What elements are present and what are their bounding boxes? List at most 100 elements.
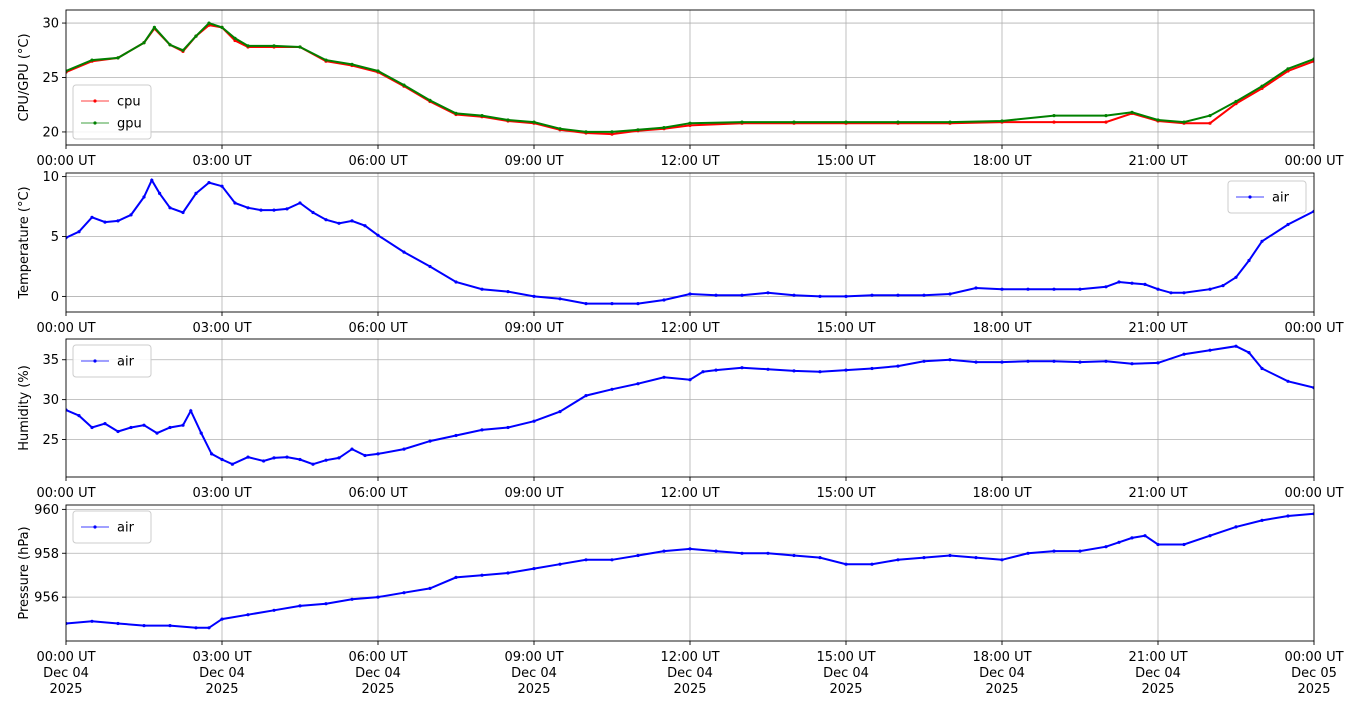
x-tick-label-line: 18:00 UT	[972, 154, 1031, 169]
data-point	[350, 447, 354, 451]
data-point	[766, 367, 770, 371]
x-tick-label: 18:00 UT	[972, 154, 1031, 169]
data-point	[818, 556, 822, 560]
x-tick-label-line: 06:00 UT	[348, 321, 407, 336]
data-point	[428, 98, 432, 102]
data-point	[1260, 239, 1264, 243]
data-point	[948, 292, 952, 296]
data-point	[220, 25, 224, 29]
legend-marker-air	[93, 525, 97, 529]
x-tick-label: 00:00 UT	[1284, 486, 1343, 501]
x-tick-label: 06:00 UT	[348, 321, 407, 336]
y-tick-label: 0	[51, 290, 59, 305]
data-point	[584, 130, 588, 134]
x-tick-label: 09:00 UT Dec 04 2025	[504, 650, 563, 697]
data-point	[480, 114, 484, 118]
x-tick-label: 21:00 UT Dec 04 2025	[1128, 650, 1187, 697]
data-point	[90, 215, 94, 219]
data-point	[844, 562, 848, 566]
data-point	[168, 206, 172, 210]
data-point	[402, 250, 406, 254]
data-point	[740, 366, 744, 370]
data-point	[480, 573, 484, 577]
data-point	[1208, 114, 1212, 118]
series-markers-air	[66, 178, 1314, 306]
x-tick-label-line: 09:00 UT	[504, 321, 563, 336]
series-line-air	[66, 345, 1314, 466]
data-point	[636, 128, 640, 132]
data-point	[1286, 379, 1290, 383]
data-point	[1182, 120, 1186, 124]
x-tick-label-line: 09:00 UT	[504, 650, 563, 665]
y-tick-label: 30	[42, 17, 59, 32]
y-tick-label: 25	[42, 71, 59, 86]
data-point	[974, 360, 978, 364]
y-tick-label: 10	[42, 170, 59, 185]
data-point	[1052, 114, 1056, 118]
data-point	[558, 127, 562, 131]
legend-label-air: air	[1272, 191, 1290, 206]
data-point	[1260, 518, 1264, 523]
x-tick-label-line: 00:00 UT	[1284, 650, 1343, 665]
data-point	[1208, 287, 1212, 291]
data-point	[766, 551, 770, 555]
data-point	[230, 462, 234, 466]
data-point	[324, 218, 328, 222]
data-point	[1026, 359, 1030, 363]
x-tick-label-line: 2025	[1297, 682, 1330, 697]
legend: cpu gpu	[72, 84, 152, 140]
data-point	[298, 201, 302, 205]
data-point	[1078, 287, 1082, 291]
x-tick-label: 00:00 UT Dec 04 2025	[36, 650, 95, 697]
x-tick-label: 00:00 UT	[1284, 321, 1343, 336]
data-point	[636, 302, 640, 306]
x-tick-label-line: 21:00 UT	[1128, 154, 1187, 169]
data-point	[714, 293, 718, 297]
data-point	[584, 558, 588, 562]
data-point	[220, 184, 224, 188]
data-point	[1000, 360, 1004, 364]
data-point	[194, 626, 198, 630]
data-point	[272, 208, 276, 212]
data-point	[350, 219, 354, 223]
x-tick-label: 09:00 UT	[504, 154, 563, 169]
legend: air	[1227, 180, 1307, 214]
data-point	[1182, 542, 1186, 547]
data-point	[90, 58, 94, 62]
legend-box	[72, 510, 152, 544]
y-axis-label: CPU/GPU (°C)	[17, 33, 32, 121]
data-point	[584, 302, 588, 306]
data-point	[142, 624, 146, 628]
series-markers-gpu	[66, 21, 1314, 134]
x-tick-label: 06:00 UT Dec 04 2025	[348, 650, 407, 697]
data-point	[116, 219, 120, 223]
data-point	[818, 294, 822, 298]
data-point	[189, 409, 193, 413]
data-point	[168, 624, 172, 628]
data-point	[142, 41, 146, 45]
x-tick-label-line: Dec 04	[199, 666, 245, 681]
data-point	[896, 558, 900, 562]
data-point	[636, 382, 640, 386]
data-point	[701, 370, 705, 374]
data-point	[714, 368, 718, 372]
data-point	[376, 69, 380, 73]
x-tick-label-line: 15:00 UT	[816, 154, 875, 169]
y-tick-label: 5	[51, 230, 59, 245]
x-tick-label-line: 18:00 UT	[972, 321, 1031, 336]
data-point	[584, 394, 588, 398]
x-tick-label-line: Dec 04	[355, 666, 401, 681]
data-point	[311, 462, 315, 466]
data-point	[324, 458, 328, 462]
x-tick-label: 21:00 UT	[1128, 321, 1187, 336]
data-point	[233, 36, 237, 40]
data-point	[1286, 67, 1290, 71]
data-point	[480, 287, 484, 291]
data-point	[740, 551, 744, 555]
data-point	[1078, 549, 1082, 553]
data-point	[77, 414, 81, 418]
x-tick-label-line: 18:00 UT	[972, 650, 1031, 665]
x-tick-label-line: 2025	[829, 682, 862, 697]
data-point	[1052, 549, 1056, 553]
data-point	[896, 120, 900, 124]
